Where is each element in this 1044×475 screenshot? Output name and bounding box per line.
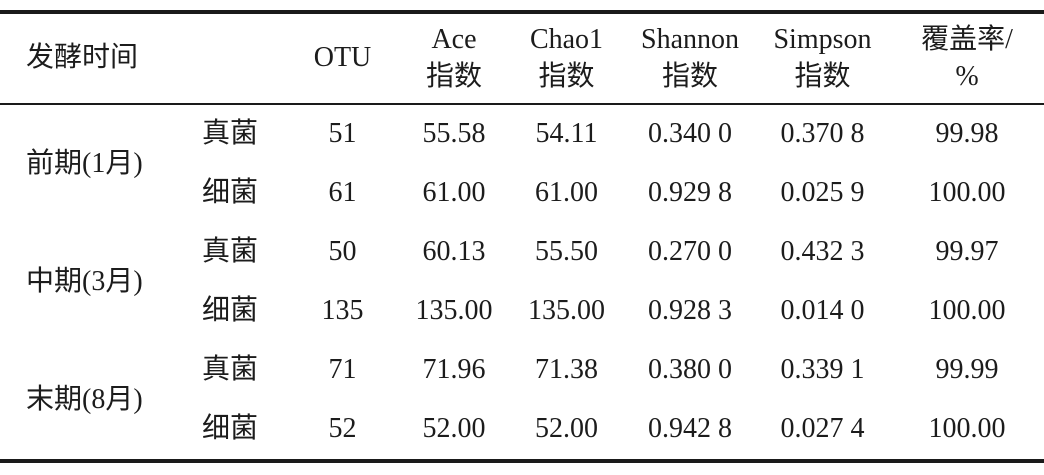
table-row: 末期(8月) 真菌 71 71.96 71.38 0.380 0 0.339 1…	[0, 341, 1044, 415]
diversity-index-table-container: 发酵时间 OTU Ace 指数 Chao1 指数 Shannon 指数 Simp…	[0, 10, 1044, 463]
simpson-cell: 0.432 3	[780, 236, 865, 268]
shannon-cell: 0.942 8	[648, 413, 732, 445]
chao1-cell: 52.00	[535, 413, 598, 445]
otu-cell: 51	[328, 118, 357, 150]
kingdom-cell: 真菌	[201, 236, 258, 268]
chao1-cell: 71.38	[535, 354, 598, 386]
header-ace-index: Ace 指数	[400, 12, 508, 105]
ace-cell: 61.00	[422, 177, 486, 209]
header-fermentation-time: 发酵时间	[0, 12, 175, 105]
simpson-cell: 0.014 0	[780, 295, 865, 327]
simpson-cell: 0.370 8	[780, 118, 865, 150]
header-shannon-line1: Shannon	[641, 24, 739, 56]
table-header: 发酵时间 OTU Ace 指数 Chao1 指数 Shannon 指数 Simp…	[0, 12, 1044, 105]
header-chao1-index: Chao1 指数	[508, 12, 625, 105]
period-cell: 末期(8月)	[26, 383, 143, 415]
ace-cell: 60.13	[422, 236, 486, 268]
header-chao1-line2: 指数	[538, 60, 595, 92]
table-row: 细菌 135 135.00 135.00 0.928 3 0.014 0 100…	[0, 282, 1044, 341]
ace-cell: 135.00	[415, 295, 493, 327]
header-simpson-index: Simpson 指数	[755, 12, 890, 105]
chao1-cell: 135.00	[528, 295, 605, 327]
otu-cell: 135	[321, 295, 364, 327]
kingdom-cell: 真菌	[201, 118, 258, 150]
header-simpson-line2: 指数	[794, 60, 851, 92]
header-shannon-index: Shannon 指数	[625, 12, 755, 105]
period-cell: 前期(1月)	[26, 147, 143, 179]
kingdom-cell: 细菌	[201, 413, 258, 445]
simpson-cell: 0.027 4	[780, 413, 865, 445]
table-row: 细菌 52 52.00 52.00 0.942 8 0.027 4 100.00	[0, 400, 1044, 461]
coverage-cell: 100.00	[928, 177, 1006, 209]
ace-cell: 52.00	[422, 413, 486, 445]
table-row: 中期(3月) 真菌 50 60.13 55.50 0.270 0 0.432 3…	[0, 223, 1044, 297]
simpson-cell: 0.025 9	[780, 177, 865, 209]
header-coverage-line1: 覆盖率/	[921, 24, 1013, 56]
shannon-cell: 0.929 8	[648, 177, 732, 209]
period-cell: 中期(3月)	[26, 265, 143, 297]
header-kingdom-blank	[175, 12, 285, 105]
ace-cell: 55.58	[422, 118, 486, 150]
coverage-cell: 100.00	[928, 413, 1006, 445]
simpson-cell: 0.339 1	[780, 354, 865, 386]
table-body: 前期(1月) 真菌 51 55.58 54.11 0.340 0 0.370 8…	[0, 104, 1044, 461]
coverage-cell: 100.00	[928, 295, 1006, 327]
otu-cell: 52	[328, 413, 357, 445]
kingdom-cell: 细菌	[201, 177, 258, 209]
shannon-cell: 0.340 0	[648, 118, 732, 150]
header-simpson-line1: Simpson	[773, 24, 872, 56]
diversity-index-table: 发酵时间 OTU Ace 指数 Chao1 指数 Shannon 指数 Simp…	[0, 10, 1044, 463]
header-coverage: 覆盖率/ %	[890, 12, 1044, 105]
header-coverage-line2: %	[955, 60, 979, 92]
otu-cell: 50	[328, 236, 357, 268]
chao1-cell: 55.50	[535, 236, 598, 268]
header-ace-line1: Ace	[431, 24, 477, 56]
header-otu: OTU	[285, 12, 400, 105]
table-row: 细菌 61 61.00 61.00 0.929 8 0.025 9 100.00	[0, 164, 1044, 223]
header-shannon-line2: 指数	[661, 60, 718, 92]
otu-cell: 61	[328, 177, 357, 209]
ace-cell: 71.96	[422, 354, 486, 386]
coverage-cell: 99.99	[935, 354, 999, 386]
otu-cell: 71	[328, 354, 357, 386]
table-row: 前期(1月) 真菌 51 55.58 54.11 0.340 0 0.370 8…	[0, 104, 1044, 179]
chao1-cell: 61.00	[535, 177, 598, 209]
header-chao1-line1: Chao1	[529, 24, 604, 56]
shannon-cell: 0.270 0	[648, 236, 732, 268]
kingdom-cell: 真菌	[201, 354, 258, 386]
kingdom-cell: 细菌	[201, 295, 258, 327]
shannon-cell: 0.380 0	[648, 354, 732, 386]
header-ace-line2: 指数	[425, 60, 482, 92]
coverage-cell: 99.97	[935, 236, 999, 268]
shannon-cell: 0.928 3	[648, 295, 732, 327]
coverage-cell: 99.98	[935, 118, 999, 150]
chao1-cell: 54.11	[535, 118, 598, 150]
header-row: 发酵时间 OTU Ace 指数 Chao1 指数 Shannon 指数 Simp…	[0, 12, 1044, 105]
